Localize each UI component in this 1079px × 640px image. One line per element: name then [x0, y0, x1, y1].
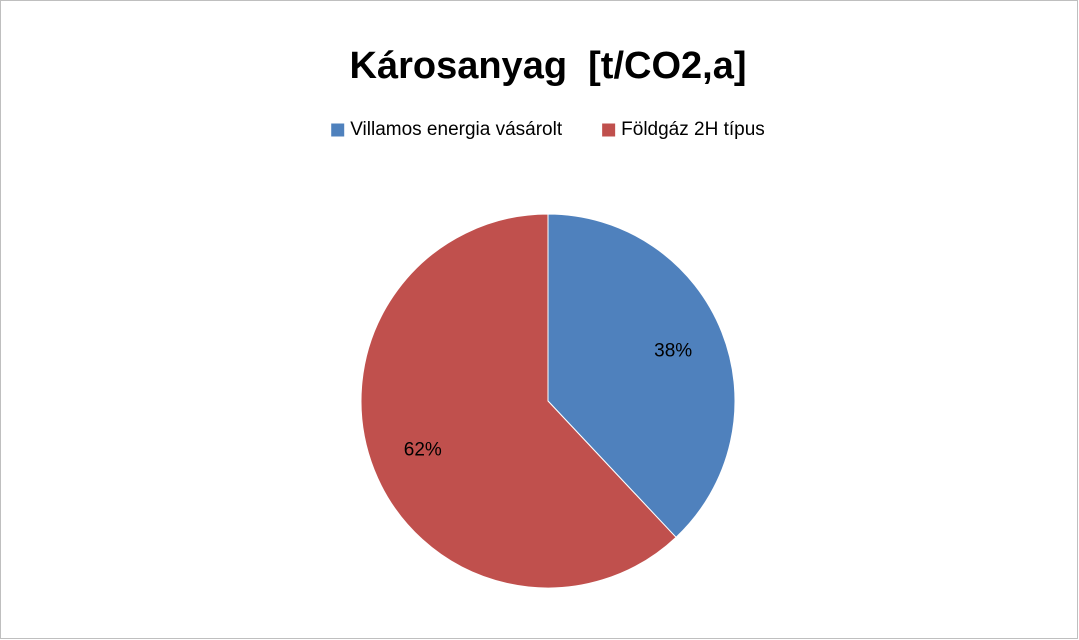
legend-swatch: [602, 123, 616, 137]
chart-title: Károsanyag [t/CO2,a]: [350, 45, 747, 87]
data-label: 38%: [654, 340, 692, 361]
pie-slice: [547, 213, 736, 539]
pie-slice: [360, 213, 677, 589]
legend-label: Földgáz 2H típus: [621, 119, 765, 140]
data-label: 62%: [404, 440, 442, 461]
legend-label: Villamos energia vásárolt: [350, 119, 563, 140]
legend-swatch: [331, 123, 345, 137]
